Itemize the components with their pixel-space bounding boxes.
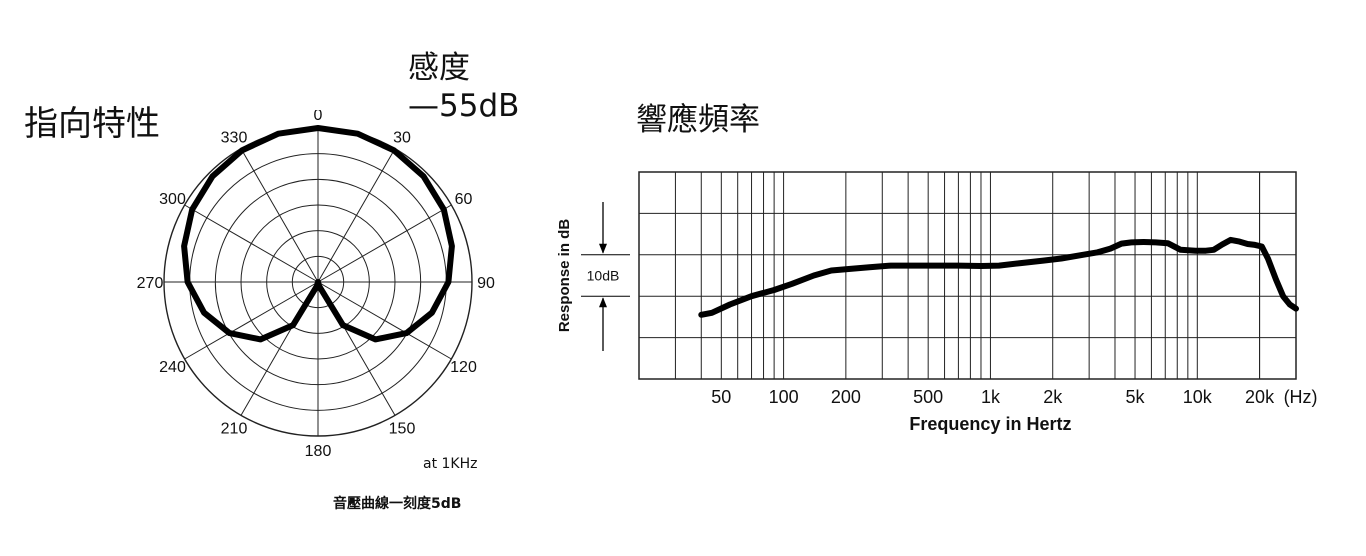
x-tick-label: 200 <box>831 387 861 407</box>
angle-tick-label: 60 <box>455 191 473 208</box>
polar-spoke <box>317 281 452 360</box>
polar-pattern-curve <box>181 125 455 343</box>
x-axis-title: Frequency in Hertz <box>909 414 1071 434</box>
polar-pattern-chart: 0 30 60 90 120 150 180 210 240 270 300 330 <box>137 110 495 460</box>
x-tick-label: 50 <box>711 387 731 407</box>
x-unit-label: (Hz) <box>1284 387 1318 407</box>
x-tick-label: 20k <box>1245 387 1275 407</box>
plot-frame <box>638 171 1297 380</box>
sensitivity-label: 感度 <box>408 50 470 86</box>
angle-tick-label: 150 <box>389 420 416 437</box>
y-scale-label: 10dB <box>587 268 620 284</box>
angle-tick-label: 0 <box>314 110 323 124</box>
angle-tick-label: 180 <box>305 443 332 460</box>
frequency-response-title: 響應頻率 <box>636 102 760 138</box>
x-tick-label: 10k <box>1183 387 1213 407</box>
polar-spoke <box>240 148 319 283</box>
x-tick-label: 500 <box>913 387 943 407</box>
x-tick-label: 5k <box>1126 387 1146 407</box>
scale-arrowhead-top <box>599 243 607 254</box>
angle-tick-label: 270 <box>137 275 164 292</box>
scale-note: 音壓曲線一刻度5dB <box>333 496 462 512</box>
x-tick-label: 100 <box>769 387 799 407</box>
polar-spoke <box>184 204 319 283</box>
sensitivity-value: —55dB <box>408 88 520 124</box>
polar-spoke <box>317 204 452 283</box>
angle-tick-label: 240 <box>159 359 186 376</box>
polar-spoke <box>184 281 319 360</box>
angle-tick-label: 300 <box>159 191 186 208</box>
angle-tick-label: 330 <box>221 130 248 147</box>
y-axis-title: Response in dB <box>556 219 573 333</box>
polar-pattern-title: 指向特性 <box>24 104 160 144</box>
angle-tick-label: 120 <box>450 359 477 376</box>
x-tick-label: 2k <box>1043 387 1063 407</box>
polar-spoke <box>317 148 396 283</box>
angle-tick-label: 90 <box>477 275 495 292</box>
x-tick-label: 1k <box>981 387 1001 407</box>
frequency-response-chart: 50 100 200 500 1k 2k 5k 10k 20k (Hz) Frequency in … <box>556 171 1318 434</box>
test-frequency-note: at 1KHz <box>423 456 478 472</box>
frequency-response-curve <box>698 236 1299 318</box>
angle-tick-label: 210 <box>221 420 248 437</box>
angle-tick-label: 30 <box>393 130 411 147</box>
scale-arrowhead-bottom <box>599 297 607 308</box>
